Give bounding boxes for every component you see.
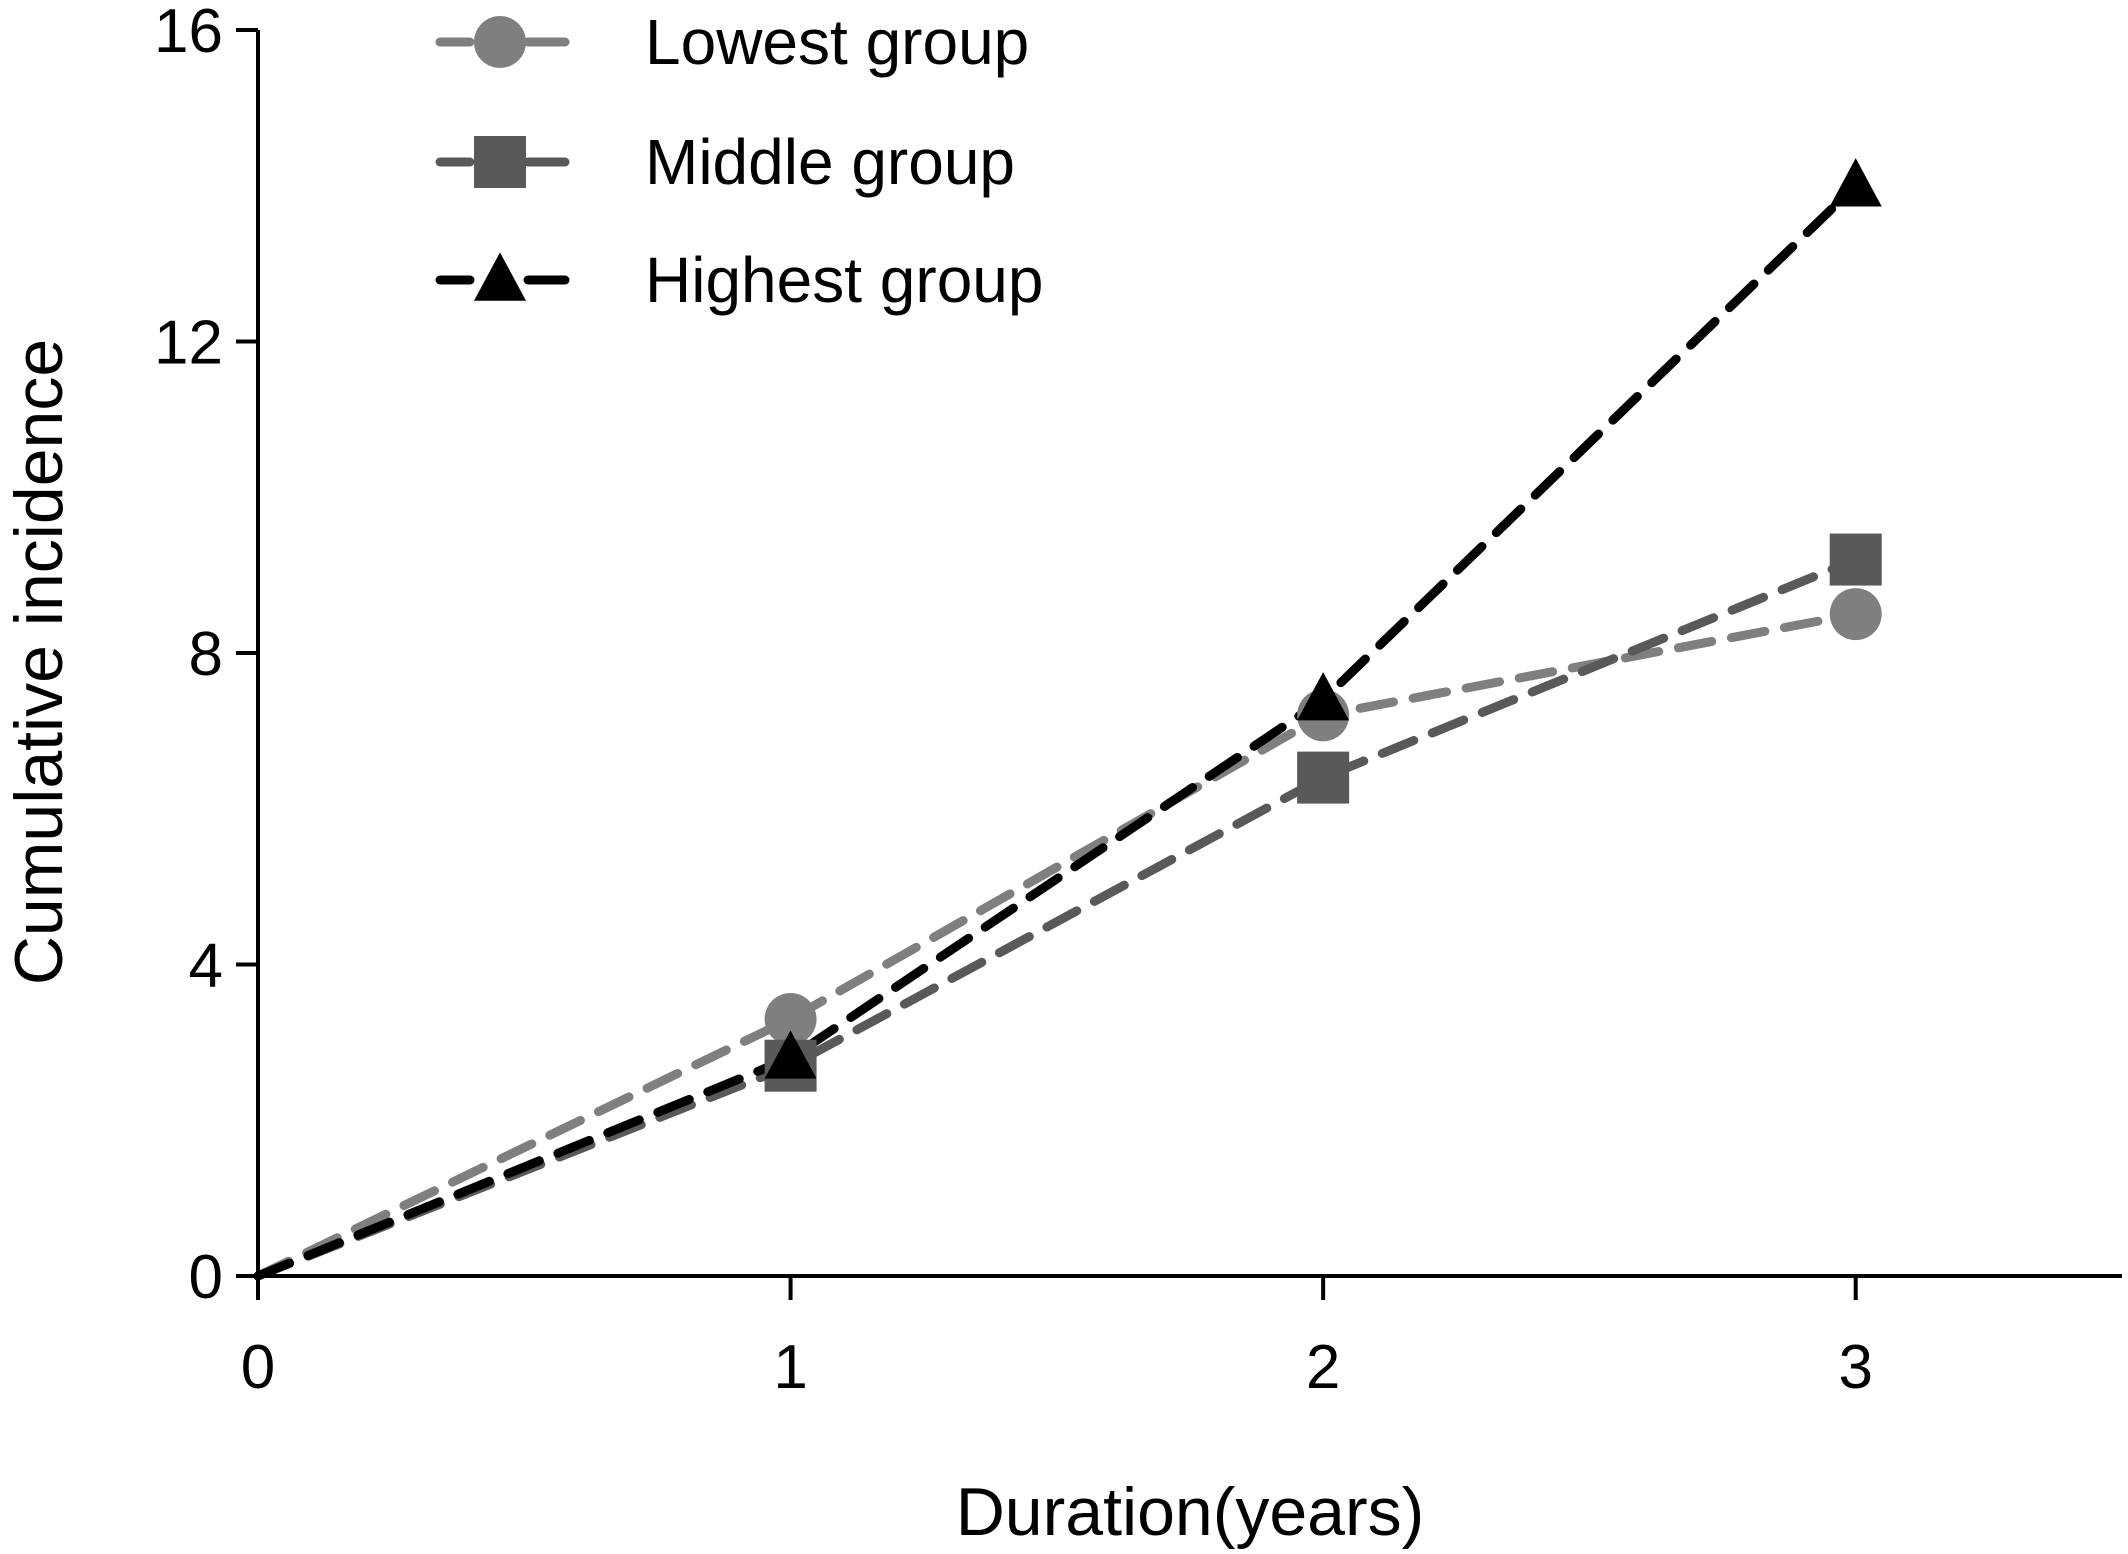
series-line-lowest-group	[253, 609, 1861, 1281]
data-point-highest-group	[1297, 672, 1350, 721]
legend-label: Middle group	[645, 126, 1015, 198]
y-axis-title: Cumulative incidence	[1, 339, 77, 985]
data-point-lowest-group	[764, 993, 817, 1046]
x-tick-label: 2	[1306, 1333, 1340, 1402]
series-line-middle-group	[253, 555, 1861, 1281]
y-tick-label: 16	[154, 0, 223, 66]
data-point-highest-group	[764, 1030, 817, 1079]
y-tick-label: 8	[189, 620, 223, 689]
x-axis-title: Duration(years)	[956, 1474, 1425, 1550]
y-tick-label: 0	[189, 1243, 223, 1312]
legend-label: Lowest group	[645, 6, 1029, 78]
data-point-lowest-group	[1829, 588, 1882, 641]
legend-marker-square	[474, 136, 526, 188]
axes	[256, 30, 2122, 1278]
x-tick-label: 0	[241, 1333, 275, 1402]
legend-marker-triangle	[474, 252, 526, 301]
legend: Lowest group Middle group Highest group	[435, 6, 1043, 316]
data-point-middle-group	[1829, 533, 1882, 586]
legend-marker-circle	[474, 16, 526, 68]
legend-item-highest-group: Highest group	[435, 244, 1043, 316]
data-point-highest-group	[1829, 158, 1882, 207]
y-tick-label: 12	[154, 309, 223, 378]
y-tick-label: 4	[189, 932, 223, 1001]
series-markers	[764, 158, 1882, 1092]
legend-item-lowest-group: Lowest group	[435, 6, 1029, 78]
legend-item-middle-group: Middle group	[435, 126, 1015, 198]
x-tick-label: 3	[1838, 1333, 1872, 1402]
series-lines	[253, 181, 1861, 1281]
series-line-highest-group	[253, 181, 1861, 1281]
data-point-middle-group	[1297, 751, 1350, 804]
x-tick-label: 1	[773, 1333, 807, 1402]
legend-label: Highest group	[645, 244, 1043, 316]
